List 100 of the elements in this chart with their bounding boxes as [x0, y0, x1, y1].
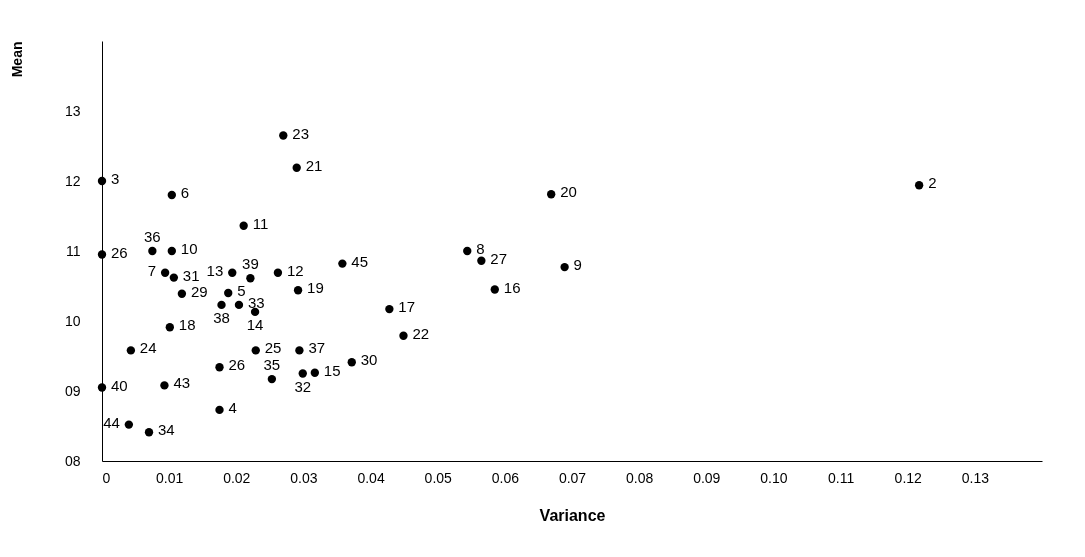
annotation: 15 — [323, 361, 341, 379]
annotation: 30 — [360, 351, 378, 369]
y-axis-title: Mean — [8, 41, 25, 78]
x-tick-label: 0.09 — [693, 469, 721, 486]
point — [273, 268, 283, 277]
point — [292, 163, 301, 172]
point — [338, 259, 347, 268]
point — [347, 358, 356, 367]
annotation: 12 — [286, 261, 304, 279]
annotation: 36 — [144, 228, 161, 245]
point — [399, 331, 408, 340]
point — [234, 300, 244, 310]
annotation: 39 — [242, 255, 259, 273]
point — [97, 383, 107, 392]
x-tick-label: 0.04 — [357, 469, 385, 486]
point — [148, 246, 157, 256]
point — [97, 250, 107, 259]
annotation: 24 — [139, 339, 157, 357]
point — [228, 268, 237, 277]
annotation: 33 — [247, 293, 265, 311]
annotation: 17 — [398, 298, 416, 316]
x-tick-label: 0.10 — [760, 469, 788, 486]
annotation: 16 — [503, 278, 521, 296]
annotation: 8 — [476, 240, 485, 257]
y-tick-label: 08 — [64, 452, 81, 469]
point — [267, 374, 277, 384]
annotation: 40 — [111, 376, 128, 394]
annotation: 35 — [263, 356, 281, 374]
annotation: 34 — [158, 421, 175, 439]
point — [547, 190, 556, 199]
annotation: 32 — [294, 377, 312, 395]
annotation: 25 — [264, 339, 282, 357]
annotation: 44 — [103, 413, 120, 431]
x-tick-label: 0.11 — [827, 469, 855, 486]
point — [279, 131, 288, 140]
point — [477, 256, 486, 265]
point — [165, 323, 174, 332]
x-tick-label: 0.02 — [223, 469, 251, 486]
x-tick-label: 0.12 — [894, 469, 923, 486]
annotation: 37 — [308, 339, 326, 357]
annotation: 23 — [292, 124, 309, 142]
x-tick-label: 0.13 — [961, 469, 990, 486]
x-tick-label: 0.01 — [156, 469, 184, 486]
x-tick-label: 0.05 — [424, 469, 453, 486]
annotation: 21 — [305, 156, 323, 174]
point — [160, 381, 169, 390]
x-tick-label: 0 — [102, 469, 111, 486]
y-tick-label: 11 — [65, 242, 81, 259]
point — [177, 289, 187, 298]
annotation: 13 — [206, 261, 224, 279]
point — [224, 288, 233, 298]
point — [490, 285, 499, 294]
annotation: 14 — [246, 315, 264, 333]
point — [215, 363, 224, 372]
point — [126, 346, 136, 355]
point — [217, 300, 226, 310]
point — [167, 190, 177, 200]
point — [293, 286, 303, 295]
point — [914, 181, 924, 190]
annotation: 18 — [178, 316, 196, 334]
annotation: 5 — [237, 282, 246, 299]
y-tick-label: 09 — [64, 382, 81, 399]
point — [160, 268, 170, 277]
annotation: 7 — [147, 261, 157, 279]
annotation: 9 — [573, 256, 582, 274]
annotation: 2 — [928, 174, 937, 192]
point — [124, 420, 134, 429]
point — [295, 346, 304, 355]
annotation: 43 — [173, 374, 191, 392]
point — [97, 176, 107, 186]
point — [215, 405, 224, 415]
point — [560, 262, 569, 272]
point — [169, 273, 179, 282]
annotation: 26 — [111, 243, 128, 261]
point — [251, 346, 260, 355]
y-tick-label: 13 — [64, 102, 81, 119]
point — [298, 369, 307, 378]
point — [310, 368, 320, 377]
annotation: 31 — [182, 266, 200, 284]
y-tick-label: 10 — [64, 312, 81, 329]
point — [246, 274, 255, 283]
annotation: 10 — [180, 240, 198, 257]
x-tick-label: 0.07 — [558, 469, 587, 486]
x-tick-label: 0.03 — [290, 469, 318, 486]
point — [239, 221, 248, 230]
annotation: 11 — [252, 214, 269, 232]
y-tick-label: 12 — [64, 172, 81, 189]
annotation: 38 — [213, 308, 230, 326]
point — [463, 246, 472, 256]
annotation: 45 — [351, 252, 369, 270]
annotation: 4 — [228, 398, 237, 416]
annotation: 26 — [228, 356, 246, 374]
annotation: 6 — [180, 184, 190, 201]
annotation: 20 — [560, 183, 577, 201]
annotation: 29 — [190, 282, 208, 300]
annotation: 19 — [307, 279, 324, 297]
annotation: 22 — [412, 324, 430, 342]
annotation: 3 — [111, 170, 120, 187]
annotation: 27 — [490, 249, 508, 267]
point — [385, 304, 394, 314]
